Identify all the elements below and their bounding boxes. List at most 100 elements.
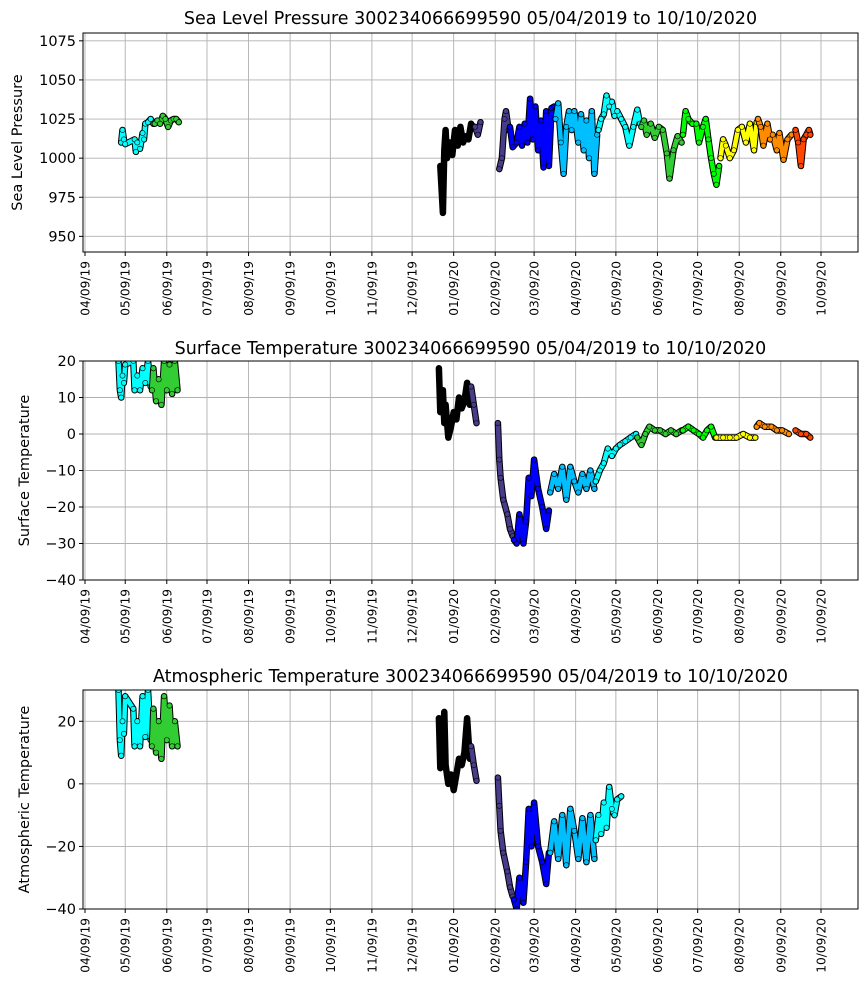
- data-point: [163, 737, 170, 743]
- data-point: [655, 124, 662, 130]
- data-point: [674, 133, 681, 140]
- data-point: [501, 116, 508, 122]
- data-point: [531, 456, 537, 463]
- data-point: [700, 434, 706, 441]
- data-point: [535, 843, 541, 850]
- data-point: [464, 379, 470, 386]
- data-point: [609, 452, 615, 459]
- series-segment-6: [546, 805, 598, 869]
- series-line: [116, 690, 153, 758]
- xtick-label: 08/09/19: [242, 261, 256, 316]
- xtick-label: 05/09/19: [119, 589, 133, 644]
- xtick-label: 11/09/19: [365, 589, 379, 644]
- series-line: [553, 101, 600, 177]
- series-segment-2: [148, 361, 181, 409]
- data-point: [131, 387, 138, 394]
- data-point: [166, 361, 173, 368]
- data-point: [702, 116, 709, 122]
- data-point: [563, 124, 570, 130]
- series-segment-7: [595, 92, 644, 149]
- data-point: [733, 434, 740, 441]
- data-point: [613, 445, 619, 452]
- data-point: [647, 120, 654, 127]
- data-point: [722, 142, 729, 149]
- data-point: [497, 827, 504, 834]
- data-point: [119, 127, 126, 133]
- series-line: [149, 361, 180, 408]
- xtick-label: 06/09/20: [651, 589, 665, 644]
- data-point: [600, 460, 607, 467]
- series-segment-7: [592, 430, 640, 485]
- data-point: [606, 103, 613, 110]
- series-segment-12: [792, 427, 814, 441]
- data-point: [448, 771, 454, 778]
- data-point: [153, 749, 159, 756]
- xtick-label: 03/09/20: [528, 589, 542, 644]
- data-point: [680, 427, 686, 434]
- data-point: [521, 120, 528, 127]
- series-segment-1: [115, 361, 154, 401]
- data-point: [163, 387, 170, 394]
- data-point: [445, 434, 452, 441]
- data-point: [803, 431, 810, 437]
- data-point: [651, 427, 658, 434]
- data-point: [798, 431, 804, 437]
- xtick-label: 06/09/19: [160, 261, 174, 316]
- data-point: [710, 170, 717, 177]
- data-point: [567, 806, 574, 812]
- data-point: [642, 431, 649, 437]
- data-point: [439, 387, 446, 394]
- data-point: [575, 489, 582, 496]
- data-point: [784, 136, 791, 143]
- data-point: [780, 156, 787, 163]
- xtick-label: 12/09/19: [406, 918, 420, 973]
- data-point: [580, 147, 587, 154]
- xtick-label: 08/09/20: [733, 589, 747, 644]
- data-point: [595, 812, 602, 818]
- data-point: [460, 139, 466, 146]
- xtick-label: 06/09/20: [651, 918, 665, 973]
- data-point: [445, 781, 452, 787]
- xtick-label: 01/09/20: [447, 918, 461, 973]
- data-point: [583, 485, 590, 492]
- data-point: [118, 752, 125, 759]
- data-point: [752, 434, 759, 441]
- data-point: [441, 420, 448, 426]
- xtick-label: 08/09/20: [733, 918, 747, 973]
- data-point: [598, 116, 604, 122]
- data-point: [444, 155, 450, 161]
- data-point: [668, 427, 674, 434]
- data-point: [696, 139, 702, 146]
- data-point: [511, 896, 517, 903]
- chart-title: Surface Temperature 300234066699590 05/0…: [175, 339, 767, 359]
- data-point: [539, 859, 546, 865]
- data-point: [513, 906, 520, 909]
- data-point: [446, 139, 453, 146]
- ytick-label: −40: [45, 902, 76, 918]
- data-point: [591, 485, 598, 492]
- data-point: [137, 743, 143, 750]
- data-point: [439, 209, 446, 216]
- y-axis-label: Atmospheric Temperature: [17, 706, 33, 894]
- data-point: [448, 423, 454, 430]
- data-point: [563, 496, 570, 503]
- data-point: [528, 843, 535, 850]
- series-segment-3: [435, 708, 474, 794]
- ytick-label: 950: [48, 229, 76, 245]
- data-point: [627, 434, 634, 441]
- data-point: [441, 147, 448, 154]
- data-point: [551, 818, 558, 825]
- series-segment-10: [713, 430, 759, 441]
- data-point: [470, 401, 477, 408]
- data-point: [747, 434, 753, 441]
- data-point: [158, 755, 165, 762]
- data-point: [756, 420, 763, 426]
- data-point: [465, 136, 472, 143]
- xtick-label: 10/09/20: [815, 918, 829, 973]
- data-point: [525, 806, 532, 812]
- data-point: [606, 784, 613, 790]
- data-point: [165, 124, 171, 130]
- ytick-label: 1050: [39, 73, 76, 89]
- ytick-label: 20: [58, 714, 76, 730]
- xtick-label: 04/09/20: [569, 261, 583, 316]
